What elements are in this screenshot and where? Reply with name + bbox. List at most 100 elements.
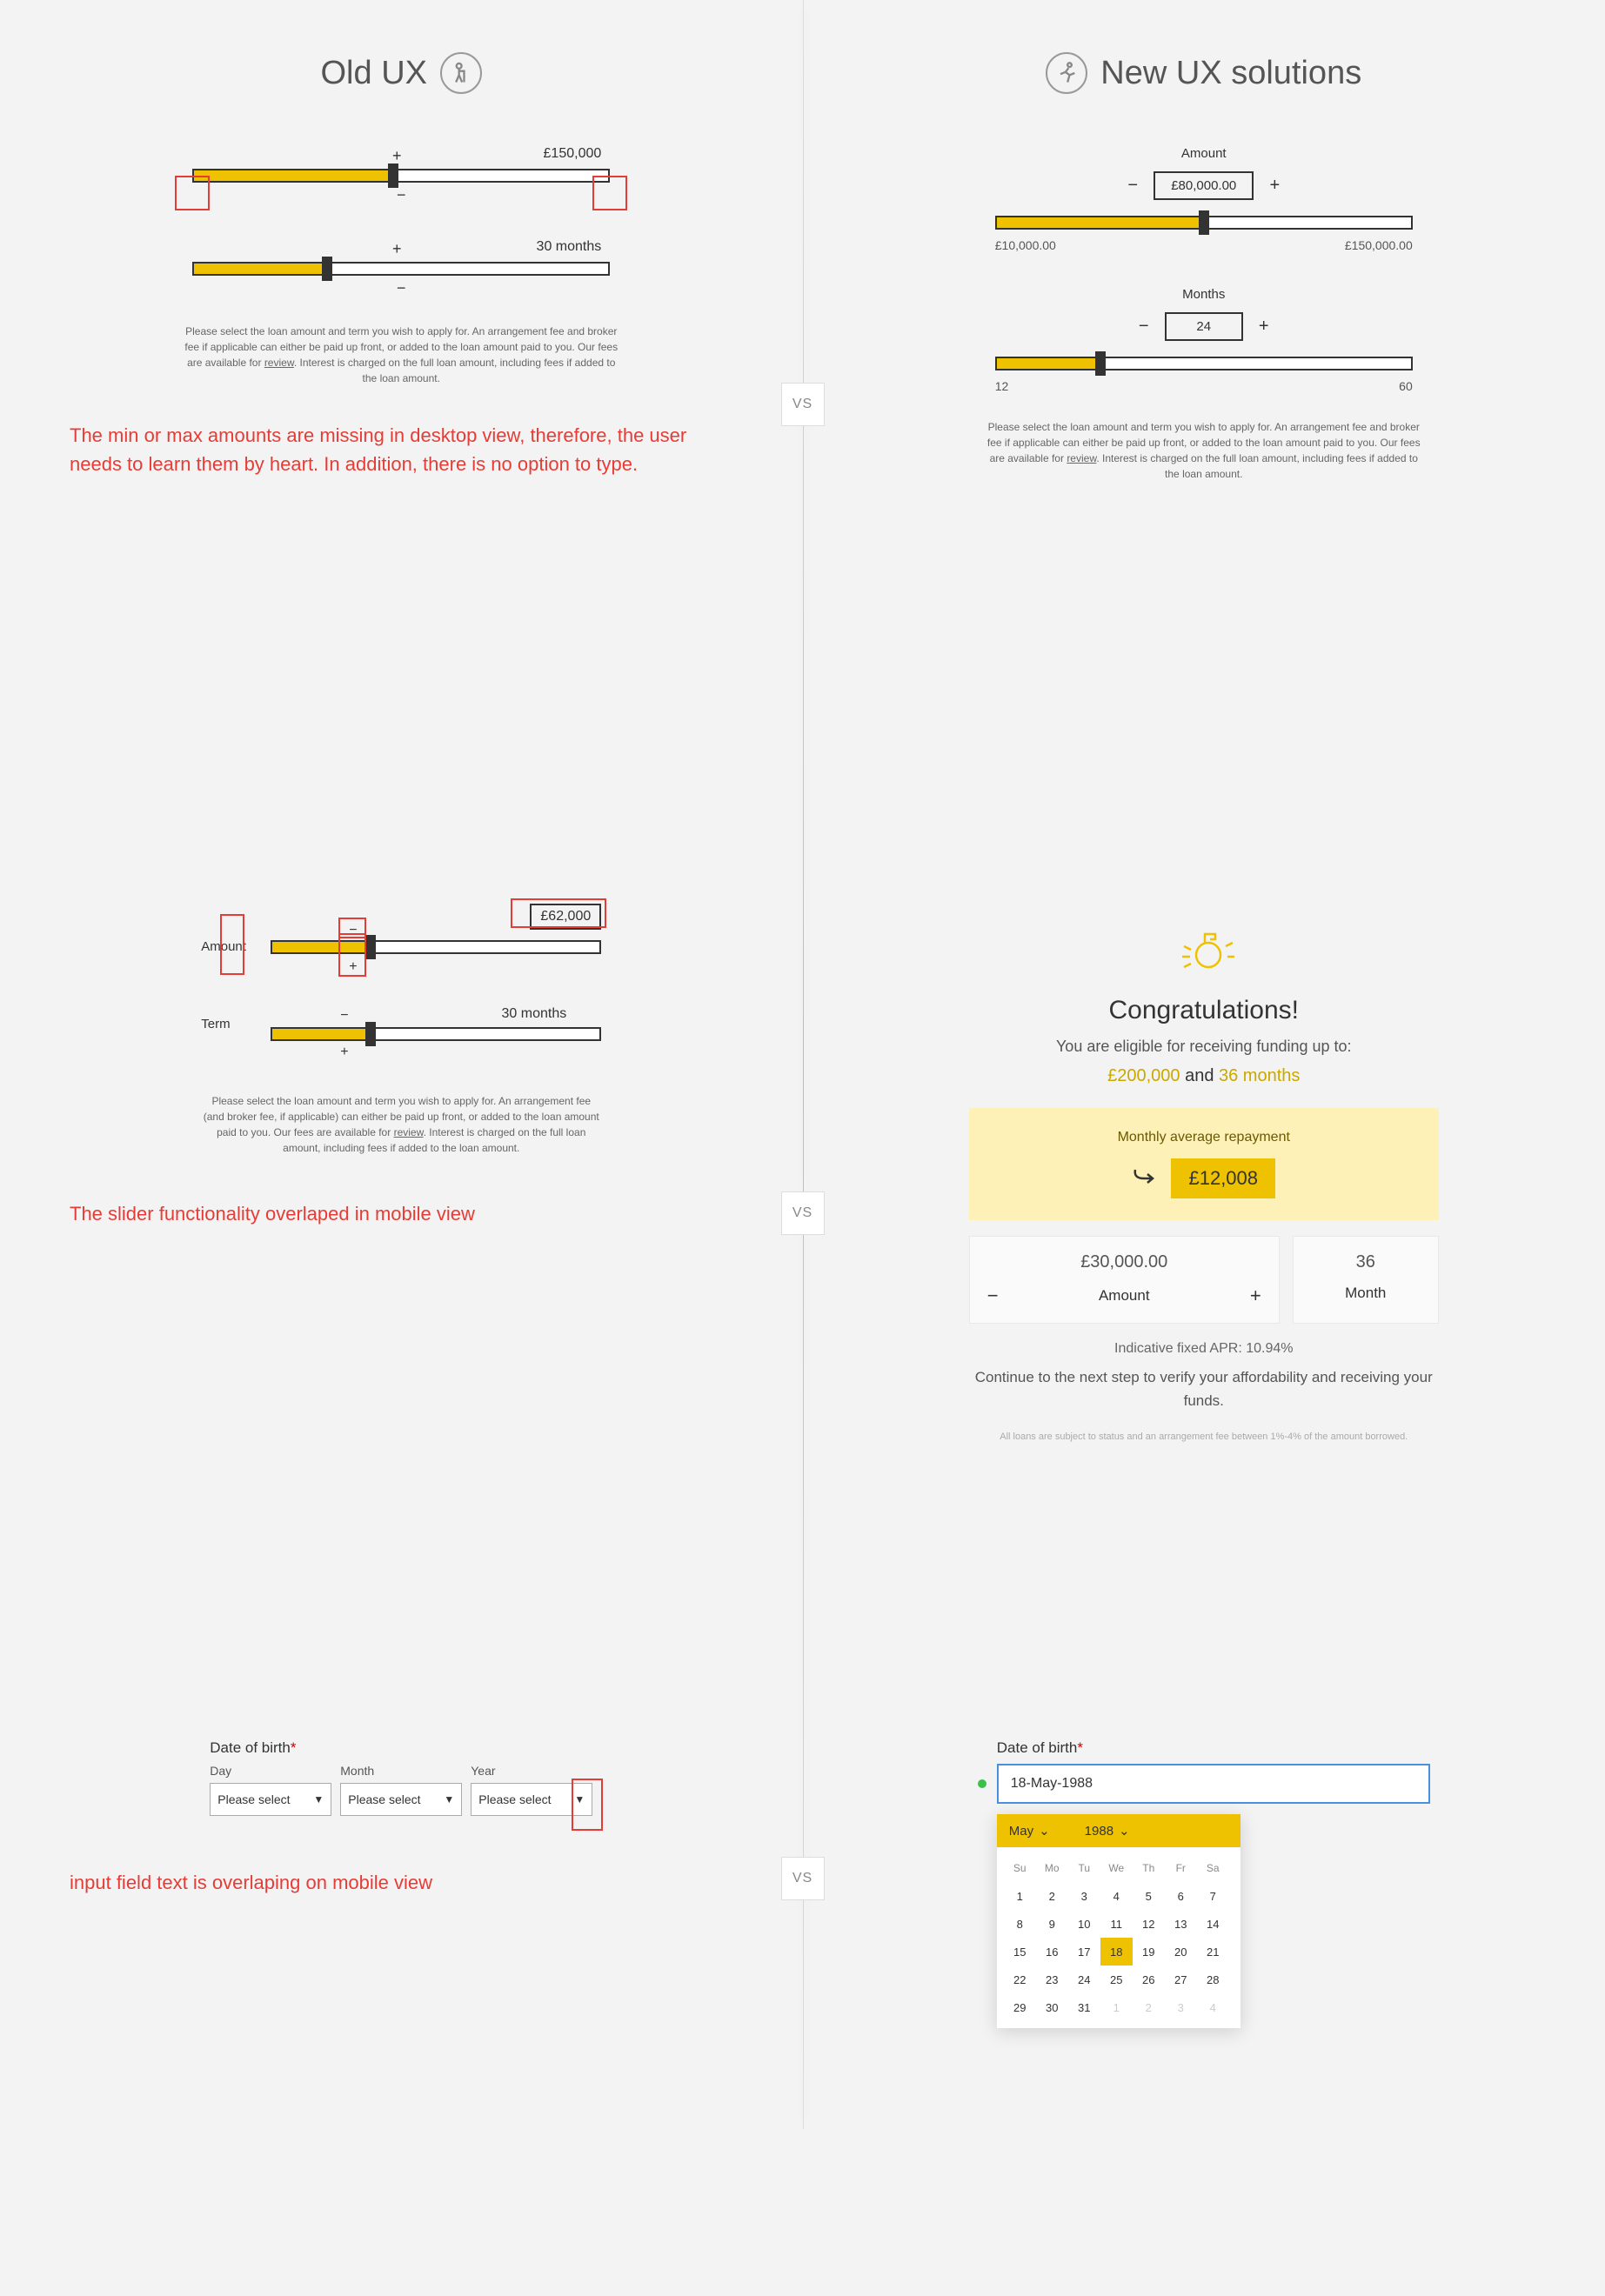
- months-input[interactable]: 24: [1165, 312, 1243, 341]
- minus-button[interactable]: −: [1136, 319, 1152, 335]
- calendar-day[interactable]: 7: [1197, 1882, 1229, 1910]
- plus-button[interactable]: +: [1267, 178, 1282, 194]
- review-link[interactable]: review: [394, 1126, 424, 1138]
- calendar-day[interactable]: 23: [1036, 1966, 1068, 1993]
- slider-handle[interactable]: [365, 935, 376, 959]
- calendar-dow: Su: [1004, 1854, 1036, 1882]
- slider-handle[interactable]: [1199, 210, 1209, 235]
- month-select[interactable]: Please select▼: [340, 1783, 462, 1816]
- calendar-day[interactable]: 12: [1133, 1910, 1165, 1938]
- calendar-day[interactable]: 11: [1100, 1910, 1133, 1938]
- disclaimer: All loans are subject to status and an a…: [969, 1430, 1439, 1445]
- calendar-day: 2: [1133, 1993, 1165, 2021]
- calendar-day[interactable]: 17: [1068, 1938, 1100, 1966]
- calendar-day[interactable]: 27: [1165, 1966, 1197, 1993]
- calendar-day[interactable]: 6: [1165, 1882, 1197, 1910]
- calendar-dow: We: [1100, 1854, 1133, 1882]
- fine-print: Please select the loan amount and term y…: [201, 1093, 601, 1156]
- old-amount-slider[interactable]: + £150,000 −: [192, 146, 610, 204]
- new-months-slider[interactable]: Months − 24 + 12 60: [995, 287, 1413, 393]
- error-marker: [511, 898, 606, 928]
- day-header: Day: [210, 1764, 331, 1778]
- repay-label: Monthly average repayment: [991, 1130, 1417, 1145]
- continue-text: Continue to the next step to verify your…: [969, 1365, 1439, 1412]
- minus-icon[interactable]: −: [340, 1008, 348, 1024]
- day-select[interactable]: Please select▼: [210, 1783, 331, 1816]
- slider-track[interactable]: [271, 940, 601, 954]
- old-term-slider[interactable]: + 30 months −: [192, 239, 610, 297]
- slider-handle[interactable]: [388, 164, 398, 188]
- plus-icon[interactable]: +: [340, 1045, 348, 1060]
- calendar-day[interactable]: 28: [1197, 1966, 1229, 1993]
- month-selector[interactable]: May ⌄: [1009, 1823, 1050, 1839]
- minus-button[interactable]: −: [1125, 178, 1140, 194]
- dob-input[interactable]: 18-May-1988: [997, 1764, 1430, 1804]
- new-amount-slider[interactable]: Amount − £80,000.00 + £10,000.00 £150,00…: [995, 146, 1413, 252]
- running-icon: [1046, 52, 1087, 94]
- plus-button[interactable]: +: [1250, 1285, 1261, 1307]
- error-marker: [338, 933, 366, 977]
- calendar-day[interactable]: 14: [1197, 1910, 1229, 1938]
- calendar-day[interactable]: 22: [1004, 1966, 1036, 1993]
- calendar-day[interactable]: 4: [1100, 1882, 1133, 1910]
- slider-track[interactable]: [192, 262, 610, 276]
- calendar-day[interactable]: 15: [1004, 1938, 1036, 1966]
- calendar-day[interactable]: 5: [1133, 1882, 1165, 1910]
- term-value: 30 months: [271, 1006, 601, 1022]
- slider-track[interactable]: [995, 216, 1413, 230]
- calendar-day[interactable]: 3: [1068, 1882, 1100, 1910]
- slider-handle[interactable]: [365, 1022, 376, 1046]
- calendar-day[interactable]: 25: [1100, 1966, 1133, 1993]
- error-marker: [592, 176, 627, 210]
- plus-icon[interactable]: +: [392, 147, 402, 165]
- amount-label: Amount: [1099, 1287, 1150, 1305]
- slider-handle[interactable]: [1095, 351, 1106, 376]
- calendar-day[interactable]: 18: [1100, 1938, 1133, 1966]
- vs-badge: VS: [781, 1857, 825, 1900]
- calendar-day[interactable]: 2: [1036, 1882, 1068, 1910]
- plus-icon[interactable]: +: [392, 240, 402, 258]
- calendar-day[interactable]: 9: [1036, 1910, 1068, 1938]
- error-marker: [220, 914, 244, 975]
- chevron-down-icon: ▼: [313, 1793, 324, 1805]
- fine-print: Please select the loan amount and term y…: [986, 419, 1421, 482]
- plus-button[interactable]: +: [1256, 319, 1272, 335]
- calendar-day[interactable]: 30: [1036, 1993, 1068, 2021]
- calendar-day[interactable]: 8: [1004, 1910, 1036, 1938]
- slider-fill: [272, 1029, 371, 1039]
- slider-track[interactable]: [995, 357, 1413, 370]
- calendar-day[interactable]: 19: [1133, 1938, 1165, 1966]
- year-header: Year: [471, 1764, 592, 1778]
- minus-button[interactable]: −: [987, 1285, 999, 1307]
- review-link[interactable]: review: [264, 357, 294, 369]
- calendar-day[interactable]: 31: [1068, 1993, 1100, 2021]
- calendar-day[interactable]: 21: [1197, 1938, 1229, 1966]
- term-control[interactable]: 36 Month: [1293, 1236, 1439, 1324]
- dob-label: Date of birth*: [210, 1739, 592, 1757]
- chevron-down-icon: ⌄: [1119, 1823, 1130, 1839]
- term-label: Term: [201, 1017, 262, 1031]
- year-selector[interactable]: 1988 ⌄: [1085, 1823, 1130, 1839]
- minus-icon[interactable]: −: [192, 279, 610, 297]
- amount-control[interactable]: £30,000.00 − Amount +: [969, 1236, 1280, 1324]
- calendar-day[interactable]: 16: [1036, 1938, 1068, 1966]
- minus-icon[interactable]: −: [192, 186, 610, 204]
- slider-handle[interactable]: [322, 257, 332, 281]
- calendar-day[interactable]: 20: [1165, 1938, 1197, 1966]
- status-dot: [978, 1779, 986, 1788]
- calendar-day[interactable]: 1: [1004, 1882, 1036, 1910]
- calendar-day[interactable]: 13: [1165, 1910, 1197, 1938]
- calendar-day[interactable]: 24: [1068, 1966, 1100, 1993]
- calendar-day[interactable]: 10: [1068, 1910, 1100, 1938]
- amount-value: £150,000: [402, 146, 611, 162]
- min-value: £10,000.00: [995, 238, 1056, 252]
- review-link[interactable]: review: [1067, 452, 1096, 464]
- slider-track[interactable]: [271, 1027, 601, 1041]
- calendar-dow: Mo: [1036, 1854, 1068, 1882]
- slider-fill: [194, 170, 392, 181]
- calendar-day[interactable]: 29: [1004, 1993, 1036, 2021]
- amount-value: £30,000.00: [987, 1252, 1261, 1272]
- slider-track[interactable]: [192, 169, 610, 183]
- amount-input[interactable]: £80,000.00: [1154, 171, 1254, 200]
- calendar-day[interactable]: 26: [1133, 1966, 1165, 1993]
